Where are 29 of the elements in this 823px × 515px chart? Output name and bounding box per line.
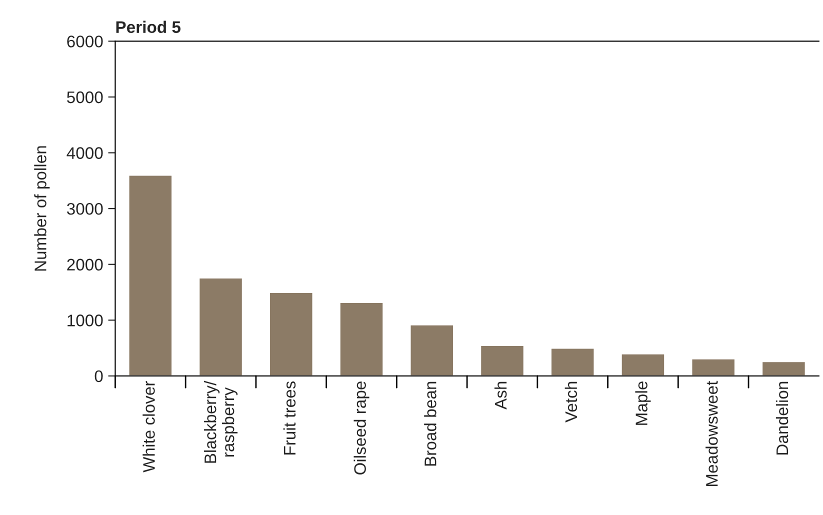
x-tick-label: Vetch: [564, 382, 578, 422]
bar: [198, 277, 244, 376]
y-tick-label: 3000: [66, 202, 103, 215]
bar: [409, 324, 454, 376]
chart-title: Period 5: [116, 20, 181, 34]
bar: [761, 360, 806, 376]
x-tick-label: Fruit trees: [283, 381, 296, 454]
x-tick-label: White clover: [142, 381, 155, 472]
x-tick-label: Ash: [494, 382, 507, 410]
bar: [620, 352, 666, 376]
bar: [480, 344, 525, 376]
bar: [268, 292, 314, 376]
y-tick-label: 0: [94, 370, 103, 382]
x-tick-label: Dandelion: [776, 382, 788, 454]
y-tick-label: 5000: [67, 91, 103, 104]
y-axis-title: Number of pollen: [34, 146, 50, 271]
x-tick-label: Broad bean: [424, 382, 436, 466]
x-tick-label: Maple: [635, 382, 651, 425]
bar: [550, 347, 596, 376]
y-tick-label: 6000: [67, 36, 103, 48]
y-tick-label: 1000: [68, 314, 103, 326]
x-tick-label: Oilseed rape: [354, 382, 370, 475]
x-tick-label: Meadowsweet: [706, 380, 718, 486]
bar: [690, 358, 736, 376]
x-tick-label: Blackberry/ raspberry: [204, 380, 238, 463]
y-tick-label: 4000: [66, 147, 103, 159]
bar: [128, 174, 173, 376]
bar: [338, 302, 384, 376]
y-tick-label: 2000: [67, 258, 103, 271]
